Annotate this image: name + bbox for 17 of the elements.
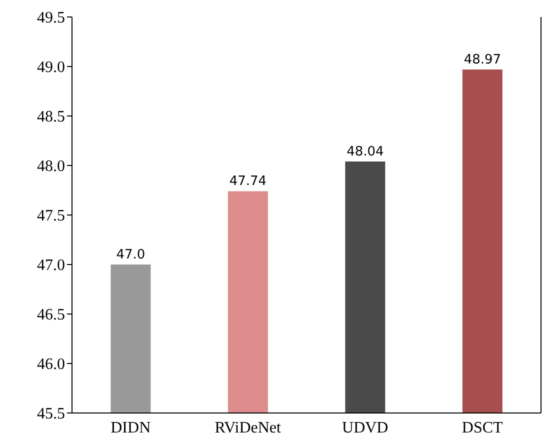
x-tick-label: DIDN: [110, 419, 152, 436]
data-label: 47.74: [229, 174, 267, 190]
y-tick-label: 46.5: [37, 306, 65, 324]
x-tick-label: DSCT: [462, 419, 504, 436]
data-label: 48.97: [464, 52, 502, 68]
y-tick-label: 48.5: [37, 108, 65, 126]
y-tick-label: 45.5: [37, 406, 65, 423]
data-label: 48.04: [346, 144, 384, 160]
y-tick-label: 47.5: [37, 208, 65, 225]
x-tick-label: UDVD: [342, 419, 388, 436]
y-tick-label: 48.0: [37, 158, 65, 176]
y-tick-label: 46.0: [37, 356, 65, 374]
y-tick-label: 49.5: [37, 10, 65, 27]
data-label: 47.0: [116, 248, 146, 262]
y-tick-label: 49.0: [37, 59, 65, 76]
x-tick-label: RViDeNet: [214, 419, 282, 436]
y-tick-label: 47.0: [37, 257, 65, 274]
